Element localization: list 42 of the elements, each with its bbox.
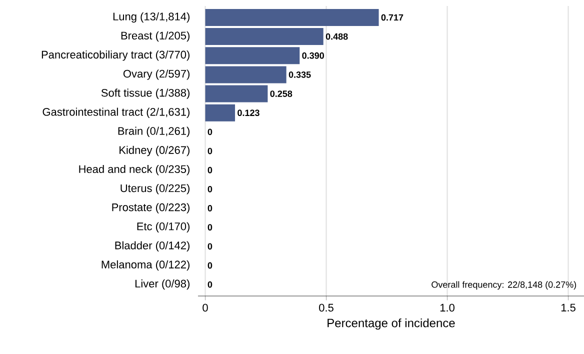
x-tick-label: 1.0 xyxy=(440,304,454,312)
data-label: 0 xyxy=(208,205,212,212)
y-tick-label: Prostate (0/223) xyxy=(112,203,190,214)
y-tick-label: Ovary (2/597) xyxy=(123,70,190,80)
y-tick-label: Melanoma (0/122) xyxy=(102,260,190,271)
data-label: 0.717 xyxy=(381,14,404,21)
bar xyxy=(205,66,286,84)
bar xyxy=(205,47,300,64)
data-label: 0 xyxy=(208,128,212,136)
y-tick-label: Kidney (0/267) xyxy=(120,146,190,156)
y-tick-label: Head and neck (0/235) xyxy=(79,164,190,176)
data-label: 0.488 xyxy=(326,33,348,40)
x-axis-title: Percentage of incidence xyxy=(328,318,455,330)
y-tick-label: Liver (0/98) xyxy=(135,279,190,290)
y-tick-label: Pancreaticobiliary tract (3/770) xyxy=(42,50,190,61)
x-tick-label: 1.5 xyxy=(561,304,576,312)
bar xyxy=(205,104,236,122)
data-label: 0.335 xyxy=(288,71,311,78)
data-label: 0 xyxy=(208,224,212,231)
bar xyxy=(205,8,379,26)
annotation: Overall frequency: 22/8,148 (0.27%) xyxy=(432,281,576,290)
y-tick-label: Soft tissue (1/388) xyxy=(101,88,190,99)
y-tick-label: Gastrointestinal tract (2/1,631) xyxy=(42,108,190,118)
y-tick-label: Etc (0/170) xyxy=(137,222,190,232)
data-label: 0 xyxy=(208,243,212,250)
data-label: 0 xyxy=(208,281,212,288)
bar xyxy=(205,28,324,46)
data-label: 0.258 xyxy=(270,90,292,97)
y-tick-label: Brain (0/1,261) xyxy=(118,126,190,138)
data-label: 0 xyxy=(208,262,212,269)
y-tick-label: Breast (1/205) xyxy=(121,31,190,42)
data-label: 0 xyxy=(208,166,212,174)
data-label: 0 xyxy=(208,148,212,154)
y-tick-label: Uterus (0/225) xyxy=(120,184,190,194)
y-tick-label: Bladder (0/142) xyxy=(115,241,190,252)
bar xyxy=(205,85,268,102)
x-tick-label: 0.5 xyxy=(319,304,334,312)
data-label: 0 xyxy=(208,186,212,192)
y-tick-label: Lung (13/1,814) xyxy=(113,12,190,23)
x-tick-label: 0 xyxy=(202,304,208,312)
data-label: 0.390 xyxy=(302,52,324,59)
data-label: 0.123 xyxy=(238,110,260,116)
